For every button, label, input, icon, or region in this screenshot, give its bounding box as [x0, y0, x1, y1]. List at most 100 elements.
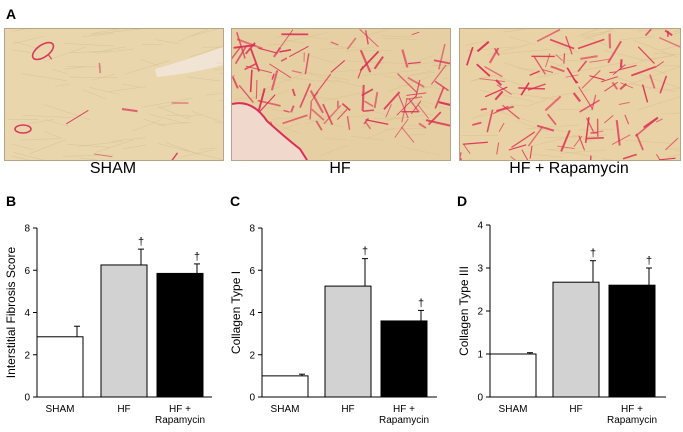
collagen-strand — [47, 54, 53, 60]
y-tick-label: 0 — [477, 393, 483, 404]
tissue-fiber — [213, 68, 223, 70]
collagen-strand — [255, 79, 258, 99]
micrograph-hf-rapamycin — [459, 28, 681, 161]
collagen-strand — [362, 109, 375, 113]
collagen-strand — [565, 35, 573, 55]
tissue-background — [5, 29, 223, 160]
significance-marker: † — [362, 246, 368, 258]
tissue-fiber — [156, 106, 190, 120]
collagen-strand — [232, 46, 242, 60]
collagen-strand — [624, 114, 630, 125]
tissue-fiber — [132, 119, 162, 132]
tissue-fiber — [303, 71, 350, 81]
collagen-strand — [589, 58, 611, 63]
collagen-strand — [365, 30, 369, 45]
collagen-strand — [418, 122, 427, 129]
collagen-strand — [510, 156, 516, 160]
tissue-fiber — [542, 53, 571, 59]
collagen-strand — [603, 115, 614, 124]
collagen-strand — [611, 81, 619, 90]
tissue-fiber — [558, 109, 595, 111]
collagen-strand — [536, 29, 561, 42]
collagen-strand — [236, 38, 263, 50]
collagen-strand — [665, 137, 679, 151]
tissue-fiber — [471, 76, 487, 82]
y-axis-label: Interstitial Fibrosis Score — [4, 246, 18, 378]
collagen-strand — [361, 88, 374, 97]
tissue-fiber — [639, 55, 675, 61]
tissue-fiber — [415, 59, 450, 66]
collagen-strand — [244, 62, 257, 71]
collagen-strand — [527, 83, 546, 91]
tissue-fiber — [509, 104, 526, 106]
tissue-fiber — [13, 151, 44, 160]
collagen-strand — [573, 78, 579, 84]
tissue-fiber — [381, 35, 412, 38]
bar — [100, 264, 148, 398]
tissue-fiber — [508, 36, 536, 45]
collagen-strand — [313, 73, 332, 97]
collagen-strand — [438, 101, 450, 106]
tissue-fiber — [307, 36, 327, 40]
y-tick-label: 2 — [24, 350, 30, 361]
tissue-fiber — [62, 154, 115, 157]
collagen-strand — [346, 116, 351, 130]
collagen-strand — [463, 144, 471, 154]
tissue-fiber — [361, 119, 392, 128]
collagen-strand — [496, 142, 500, 155]
tissue-fiber — [89, 87, 120, 95]
micrograph-hf-rapamycin-image — [460, 29, 680, 160]
collagen-strand — [591, 94, 597, 111]
tissue-fiber — [573, 135, 592, 142]
tissue-fiber — [614, 76, 653, 90]
tissue-fiber — [503, 62, 539, 74]
tissue-fiber — [471, 110, 493, 119]
collagen-strand — [529, 70, 540, 76]
tissue-fiber — [624, 82, 677, 92]
y-tick-label: 8 — [249, 224, 255, 235]
tissue-fiber — [206, 92, 223, 96]
tissue-fiber — [44, 104, 91, 121]
tissue-fiber — [122, 83, 140, 88]
collagen-strand — [235, 31, 246, 59]
collagen-strand — [589, 75, 605, 81]
tissue-fiber — [12, 29, 26, 32]
collagen-strand — [408, 61, 421, 65]
collagen-strand — [511, 131, 536, 149]
tissue-fiber — [363, 127, 395, 140]
collagen-strand — [547, 113, 557, 126]
collagen-strand — [425, 119, 450, 127]
x-tick-label: SHAM — [271, 404, 300, 415]
collagen-strand — [234, 45, 248, 65]
collagen-strand — [238, 84, 254, 103]
tissue-fiber — [629, 66, 680, 85]
tissue-fiber — [619, 36, 655, 41]
collagen-strand — [330, 41, 339, 46]
bar — [261, 375, 309, 398]
tissue-fiber — [327, 43, 347, 49]
tissue-fiber — [603, 50, 644, 61]
collagen-strand — [578, 135, 586, 151]
panel-d-letter: D — [457, 193, 468, 209]
vessel — [31, 41, 55, 61]
collagen-strand — [619, 59, 623, 68]
collagen-strand — [618, 101, 630, 105]
x-tick-label: HF + — [621, 404, 643, 415]
y-tick-label: 1 — [477, 350, 483, 361]
collagen-strand — [533, 56, 547, 75]
collagen-strand — [341, 102, 351, 111]
tissue-fiber — [273, 123, 301, 134]
collagen-strand — [249, 48, 260, 72]
tissue-fiber — [189, 45, 223, 58]
collagen-strand — [656, 154, 661, 160]
tissue-fiber — [122, 144, 147, 150]
collagen-strand — [396, 95, 417, 116]
collagen-strand — [580, 55, 598, 60]
collagen-strand — [493, 47, 500, 56]
y-tick-label: 4 — [477, 221, 483, 232]
collagen-strand — [579, 99, 600, 113]
tissue-fiber — [345, 46, 375, 52]
collagen-strand — [289, 45, 309, 58]
tissue-fiber — [653, 52, 680, 55]
collagen-strand — [396, 73, 418, 93]
